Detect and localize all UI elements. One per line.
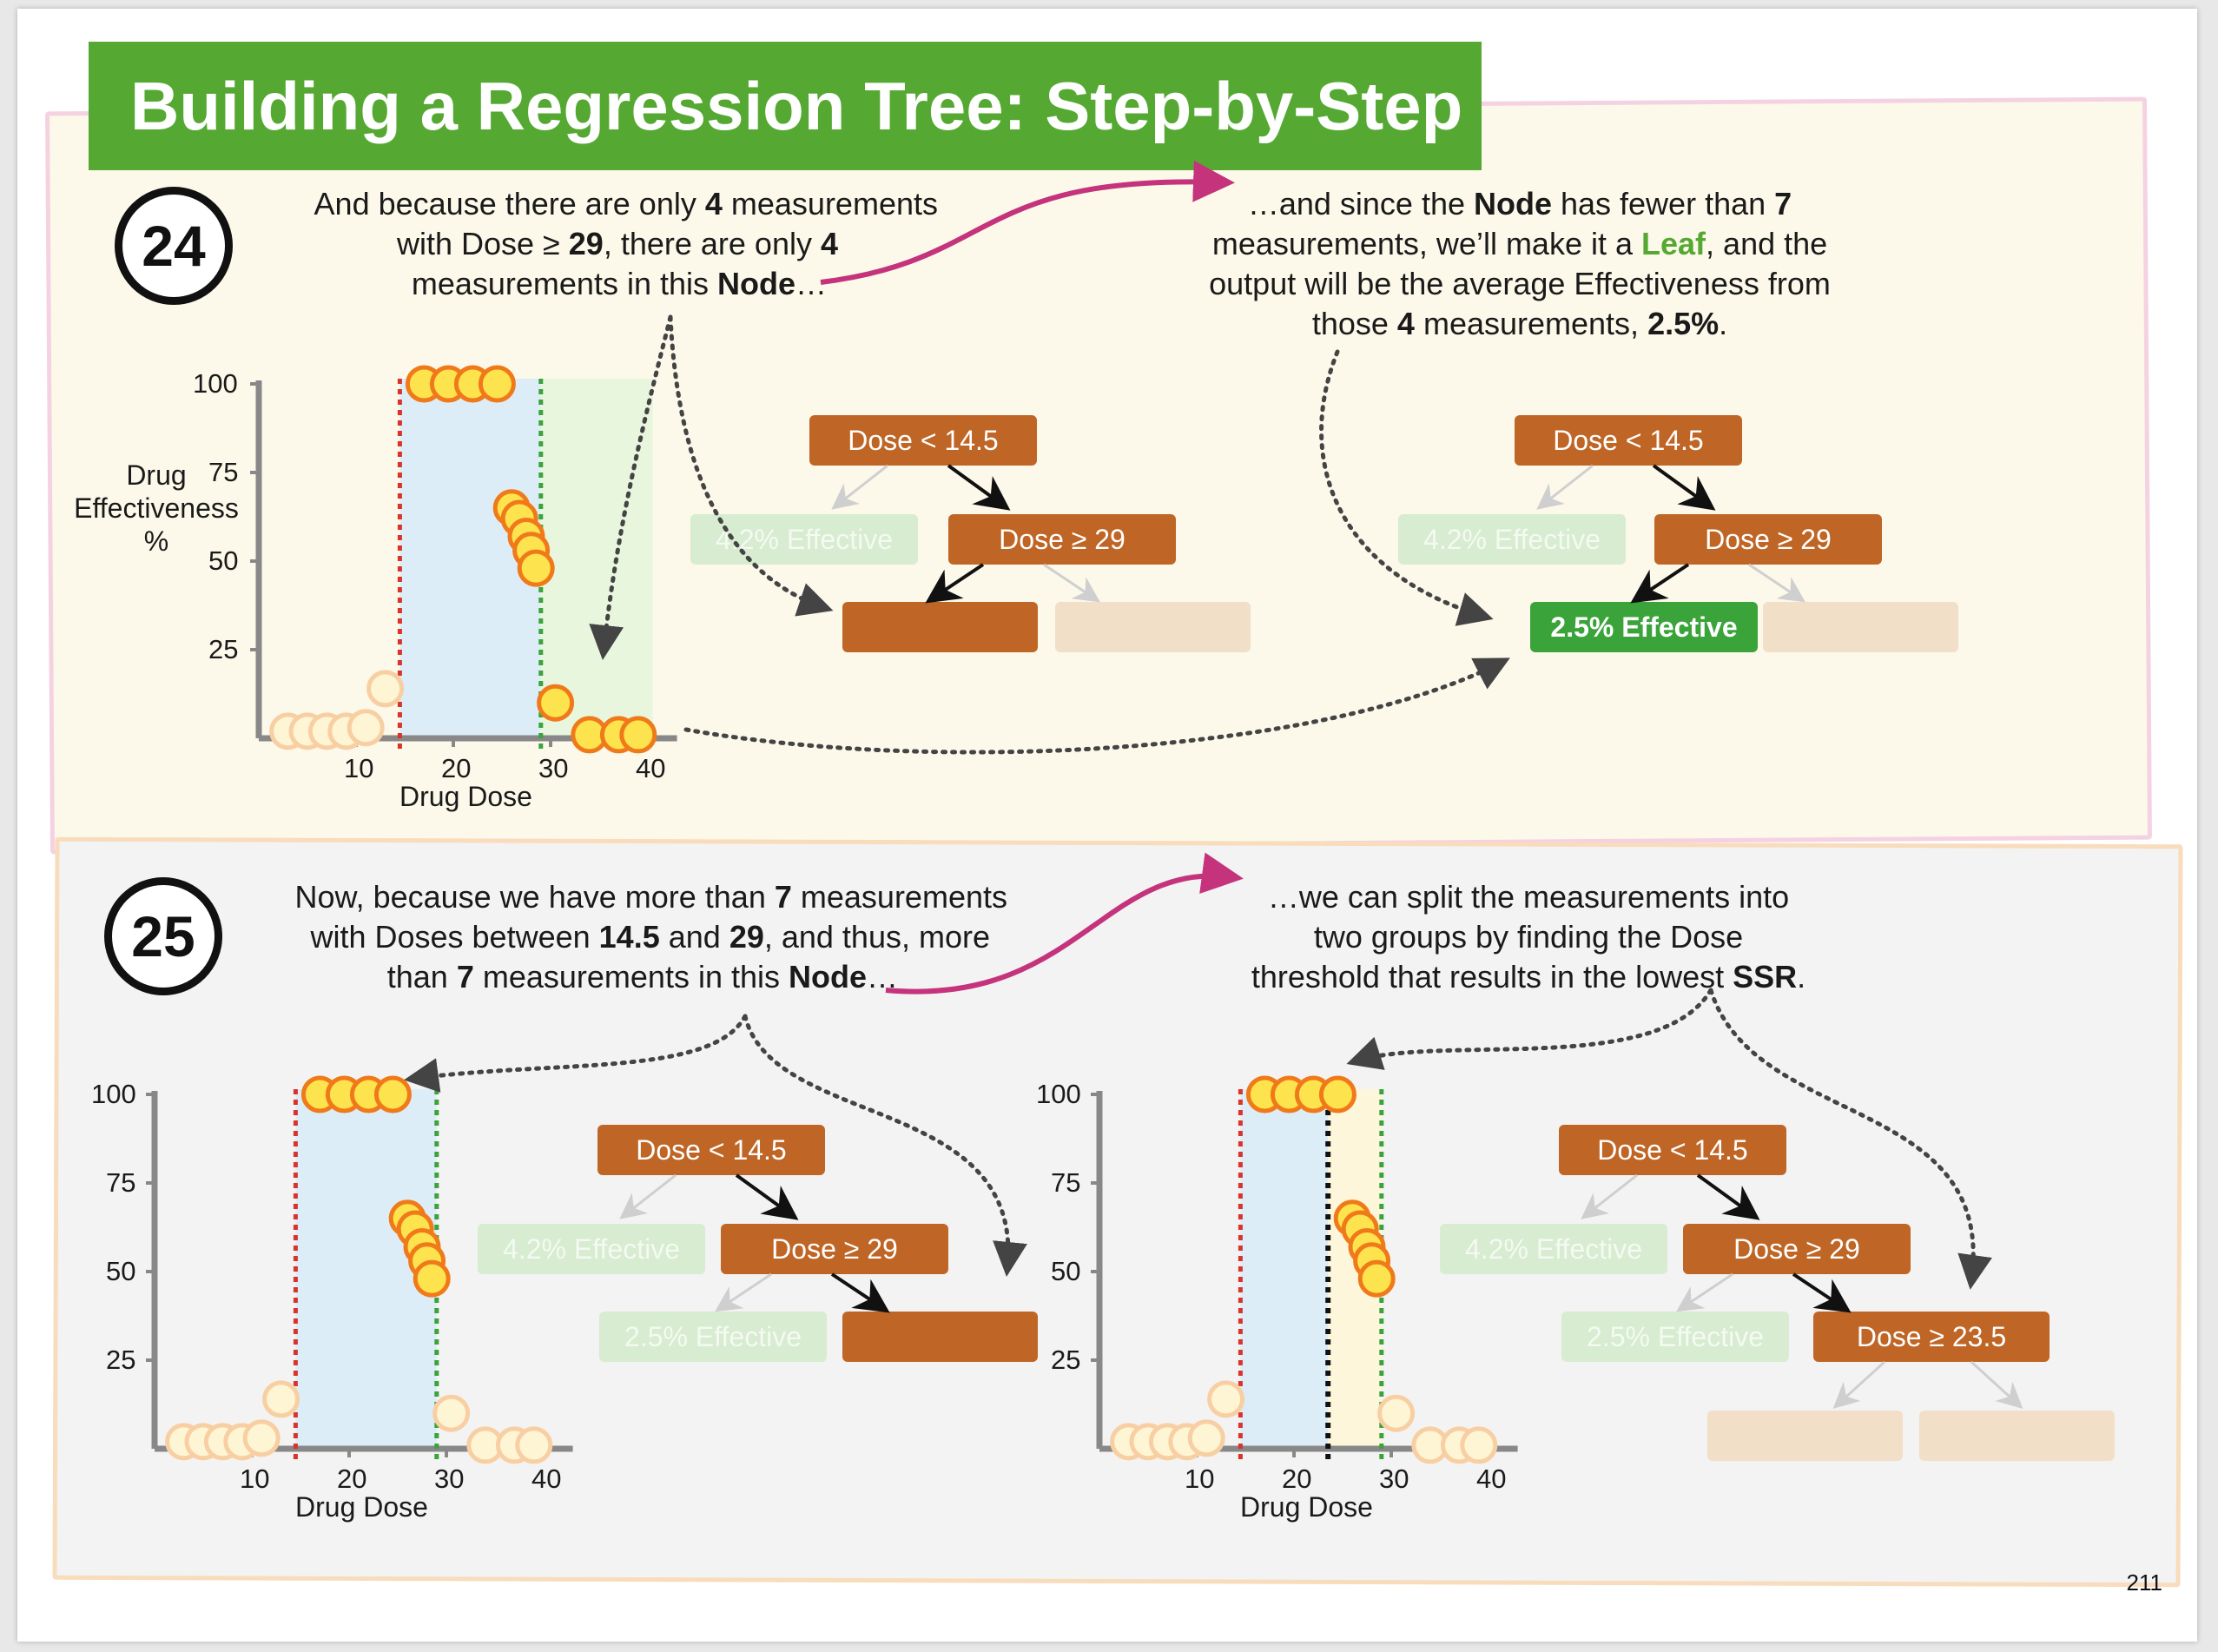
s25a-left-leaf: 4.2% Effective [478,1224,705,1274]
step-24-right-text: …and since the Node has fewer than 7 mea… [1209,186,1831,341]
s25b-leaf2: 2.5% Effective [1561,1312,1789,1362]
s24b-empty-node-right [1763,602,1958,652]
s25a-split-node: Dose ≥ 29 [721,1224,948,1274]
s25a-ytick-100: 100 [91,1079,136,1109]
step24-xlabel: Drug Dose [399,781,532,812]
s25a-leaf2: 2.5% Effective [599,1312,827,1362]
step24-xtick-20: 20 [441,753,472,783]
s25a-empty-node [842,1312,1038,1362]
s25b-ytick-100: 100 [1036,1079,1081,1109]
s25b-empty-node-left [1707,1411,1903,1461]
s25b-ytick-50: 50 [1051,1256,1081,1286]
s25b-xtick-20: 20 [1282,1464,1312,1494]
s24a-empty-node-left [842,602,1038,652]
step24-ytick-100: 100 [193,368,238,399]
s25b-xlabel: Drug Dose [1240,1491,1373,1523]
s25b-root-node: Dose < 14.5 [1559,1125,1786,1175]
s25b-ytick-75: 75 [1051,1167,1081,1198]
s24b-split-node: Dose ≥ 29 [1654,514,1882,565]
step-24-badge: 24 [115,187,233,305]
s25a-xtick-30: 30 [434,1464,465,1494]
s24a-empty-node-right [1055,602,1251,652]
s25a-ytick-75: 75 [106,1167,136,1198]
step24-xtick-40: 40 [636,753,666,783]
page: Building a Regression Tree: Step-by-Step… [17,9,2197,1642]
step24-ytick-50: 50 [208,545,239,576]
s25a-ytick-25: 25 [106,1345,136,1375]
s25b-left-leaf: 4.2% Effective [1440,1224,1667,1274]
s24a-left-leaf: 4.2% Effective [690,514,918,565]
s25a-xlabel: Drug Dose [295,1491,428,1523]
step24-ytick-75: 75 [208,457,239,487]
title-banner: Building a Regression Tree: Step-by-Step [89,42,1482,170]
page-number: 211 [2126,1569,2162,1596]
s25b-split-node: Dose ≥ 29 [1683,1224,1911,1274]
page-title: Building a Regression Tree: Step-by-Step [130,68,1463,144]
s24b-root-node: Dose < 14.5 [1515,415,1742,466]
s25a-xtick-20: 20 [337,1464,367,1494]
s25a-xtick-40: 40 [531,1464,562,1494]
s25a-root-node: Dose < 14.5 [597,1125,825,1175]
step-25-badge: 25 [104,877,222,995]
s24b-left-leaf: 4.2% Effective [1398,514,1626,565]
step24-xtick-30: 30 [538,753,569,783]
s25b-new-split-node: Dose ≥ 23.5 [1813,1312,2050,1362]
step-24-ylabel: Drug Effectiveness % [74,459,239,557]
s25a-ytick-50: 50 [106,1256,136,1286]
s25b-xtick-40: 40 [1476,1464,1507,1494]
s25b-empty-node-right [1919,1411,2115,1461]
step24-ytick-25: 25 [208,634,239,664]
step-24-left-text: And because there are only 4 measurement… [314,186,938,301]
step24-xtick-10: 10 [344,753,374,783]
s25a-xtick-10: 10 [240,1464,270,1494]
step-25-left-text: Now, because we have more than 7 measure… [294,879,1007,995]
s25b-xtick-30: 30 [1379,1464,1409,1494]
step-25-right-text: …we can split the measurements into two … [1251,879,1806,995]
s25b-xtick-10: 10 [1185,1464,1215,1494]
s24a-split-node: Dose ≥ 29 [948,514,1176,565]
s25b-ytick-25: 25 [1051,1345,1081,1375]
s24b-new-leaf: 2.5% Effective [1530,602,1758,652]
s24a-root-node: Dose < 14.5 [809,415,1037,466]
